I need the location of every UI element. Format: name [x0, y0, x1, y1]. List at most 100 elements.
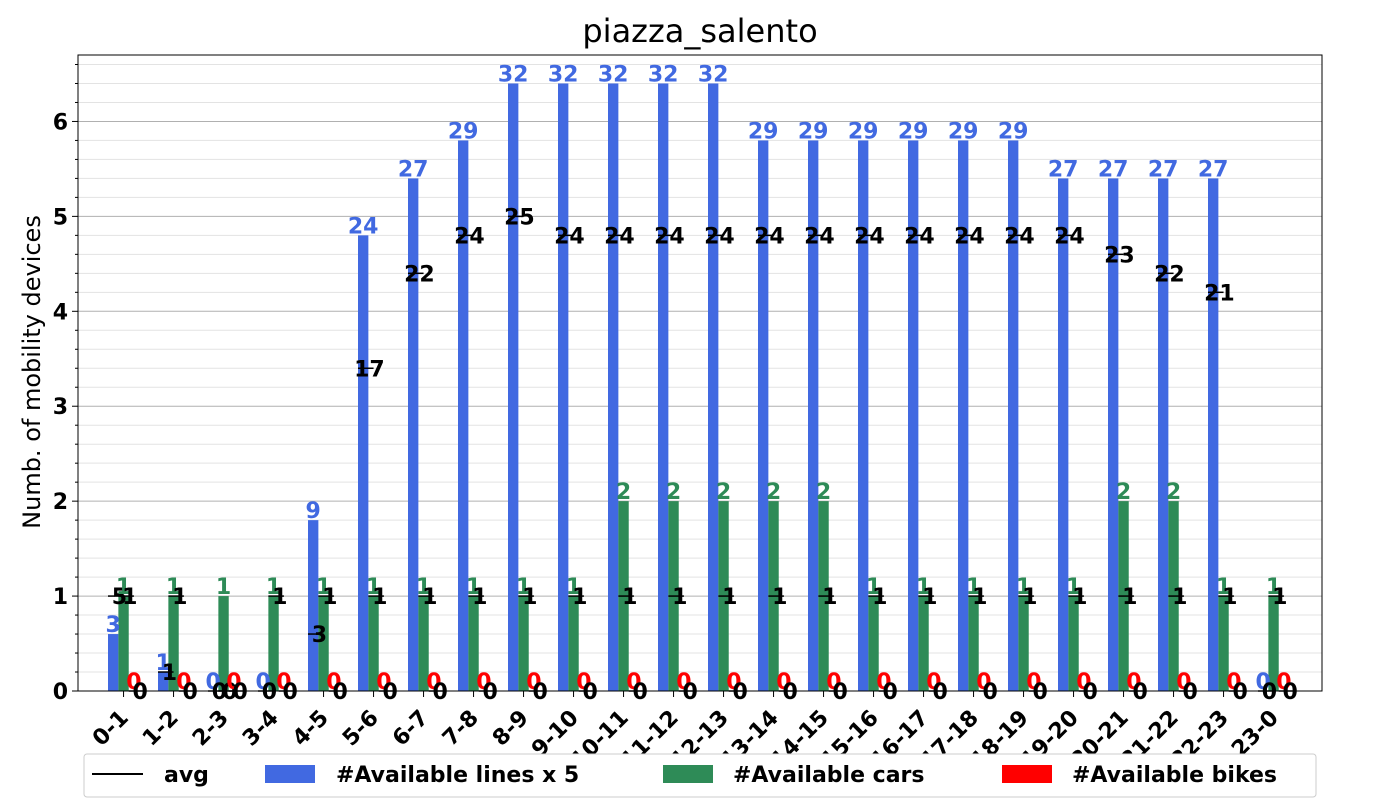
- x-tick-label: 1-2: [138, 706, 184, 752]
- avg-label: 0: [232, 680, 247, 705]
- legend-lines-swatch: [265, 765, 315, 783]
- avg-label: 24: [604, 224, 635, 249]
- data-label: 1: [156, 651, 171, 676]
- x-tick-label: 3-4: [238, 706, 284, 752]
- data-label: 2: [816, 480, 831, 505]
- data-label: 0: [176, 670, 191, 695]
- data-label: 1: [1266, 575, 1281, 600]
- data-label: 0: [1276, 670, 1291, 695]
- avg-label: 0: [882, 680, 897, 705]
- legend-lines-label: #Available lines x 5: [336, 763, 579, 788]
- avg-label: 1: [1122, 585, 1137, 610]
- x-tick-label: 5-6: [338, 706, 384, 752]
- avg-label: 1: [672, 585, 687, 610]
- data-label: 3: [106, 613, 121, 638]
- avg-label: 0: [132, 680, 147, 705]
- avg-label: 0: [222, 680, 237, 705]
- avg-label: 1: [572, 585, 587, 610]
- y-axis-ticks: 0 1 2 3 4 5 6: [53, 63, 78, 705]
- data-label: 2: [666, 480, 681, 505]
- data-label: 27: [1198, 157, 1229, 182]
- bar-lines: [858, 140, 869, 691]
- avg-label: 0: [1032, 680, 1047, 705]
- data-label: 27: [1048, 157, 1079, 182]
- data-label: 32: [648, 62, 679, 87]
- data-label: 0: [576, 670, 591, 695]
- data-label: 1: [466, 575, 481, 600]
- avg-label: 5: [112, 585, 127, 610]
- data-label: 27: [1148, 157, 1179, 182]
- data-label: 1: [1016, 575, 1031, 600]
- data-label: 27: [1098, 157, 1129, 182]
- data-label: 1: [916, 575, 931, 600]
- avg-label: 0: [782, 680, 797, 705]
- avg-label: 1: [922, 585, 937, 610]
- bar-lines: [1058, 178, 1069, 692]
- data-label: 29: [898, 119, 929, 144]
- bar-lines: [1208, 178, 1219, 692]
- bar-lines: [708, 83, 719, 692]
- data-label: 1: [266, 575, 281, 600]
- avg-label: 0: [262, 680, 277, 705]
- bar-lines: [108, 634, 119, 691]
- data-label: 32: [698, 62, 729, 87]
- data-label: 0: [276, 670, 291, 695]
- data-label: 1: [1066, 575, 1081, 600]
- data-label: 0: [126, 670, 141, 695]
- data-label: 2: [716, 480, 731, 505]
- avg-label: 1: [1072, 585, 1087, 610]
- x-tick-label: 4-5: [288, 706, 334, 752]
- avg-label: 17: [354, 357, 385, 382]
- avg-label: 0: [982, 680, 997, 705]
- avg-label: 1: [872, 585, 887, 610]
- data-label: 0: [1026, 670, 1041, 695]
- avg-label: 0: [1132, 680, 1147, 705]
- bar-lines: [308, 520, 319, 691]
- legend-bikes-label: #Available bikes: [1072, 763, 1277, 788]
- data-label: 29: [998, 119, 1029, 144]
- data-label: 1: [166, 575, 181, 600]
- data-label: 27: [398, 157, 429, 182]
- data-label: 32: [548, 62, 579, 87]
- avg-label: 0: [682, 680, 697, 705]
- data-label: 0: [426, 670, 441, 695]
- y-tick-label: 1: [53, 585, 68, 610]
- data-label: 2: [766, 480, 781, 505]
- bar-cars: [1018, 596, 1029, 691]
- bar-lines: [958, 140, 969, 691]
- data-label: 1: [1216, 575, 1231, 600]
- data-label: 0: [1226, 670, 1241, 695]
- avg-label: 0: [1082, 680, 1097, 705]
- bar-cars: [118, 596, 129, 691]
- avg-label: 1: [1222, 585, 1237, 610]
- avg-label: 24: [1054, 224, 1085, 249]
- avg-label: 1: [972, 585, 987, 610]
- data-label: 9: [306, 499, 321, 524]
- data-label: 1: [316, 575, 331, 600]
- avg-label: 1: [472, 585, 487, 610]
- avg-label: 1: [372, 585, 387, 610]
- x-tick-label: 0-1: [88, 706, 134, 752]
- bar-lines: [558, 83, 569, 692]
- avg-label: 1: [722, 585, 737, 610]
- avg-label: 24: [804, 224, 835, 249]
- data-label: 29: [948, 119, 979, 144]
- data-label: 0: [926, 670, 941, 695]
- data-label: 1: [866, 575, 881, 600]
- bar-cars: [368, 596, 379, 691]
- bar-cars: [518, 596, 529, 691]
- y-tick-label: 5: [53, 205, 68, 230]
- y-axis-label: Numb. of mobility devices: [18, 215, 46, 529]
- avg-label: 22: [1154, 262, 1185, 287]
- data-label: 0: [1076, 670, 1091, 695]
- legend-cars-swatch: [663, 765, 713, 783]
- avg-label: 24: [454, 224, 485, 249]
- bar-lines: [758, 140, 769, 691]
- avg-label: 0: [482, 680, 497, 705]
- data-label: 0: [326, 670, 341, 695]
- avg-label: 24: [1004, 224, 1035, 249]
- avg-label: 24: [854, 224, 885, 249]
- avg-label: 24: [954, 224, 985, 249]
- data-label: 2: [1166, 480, 1181, 505]
